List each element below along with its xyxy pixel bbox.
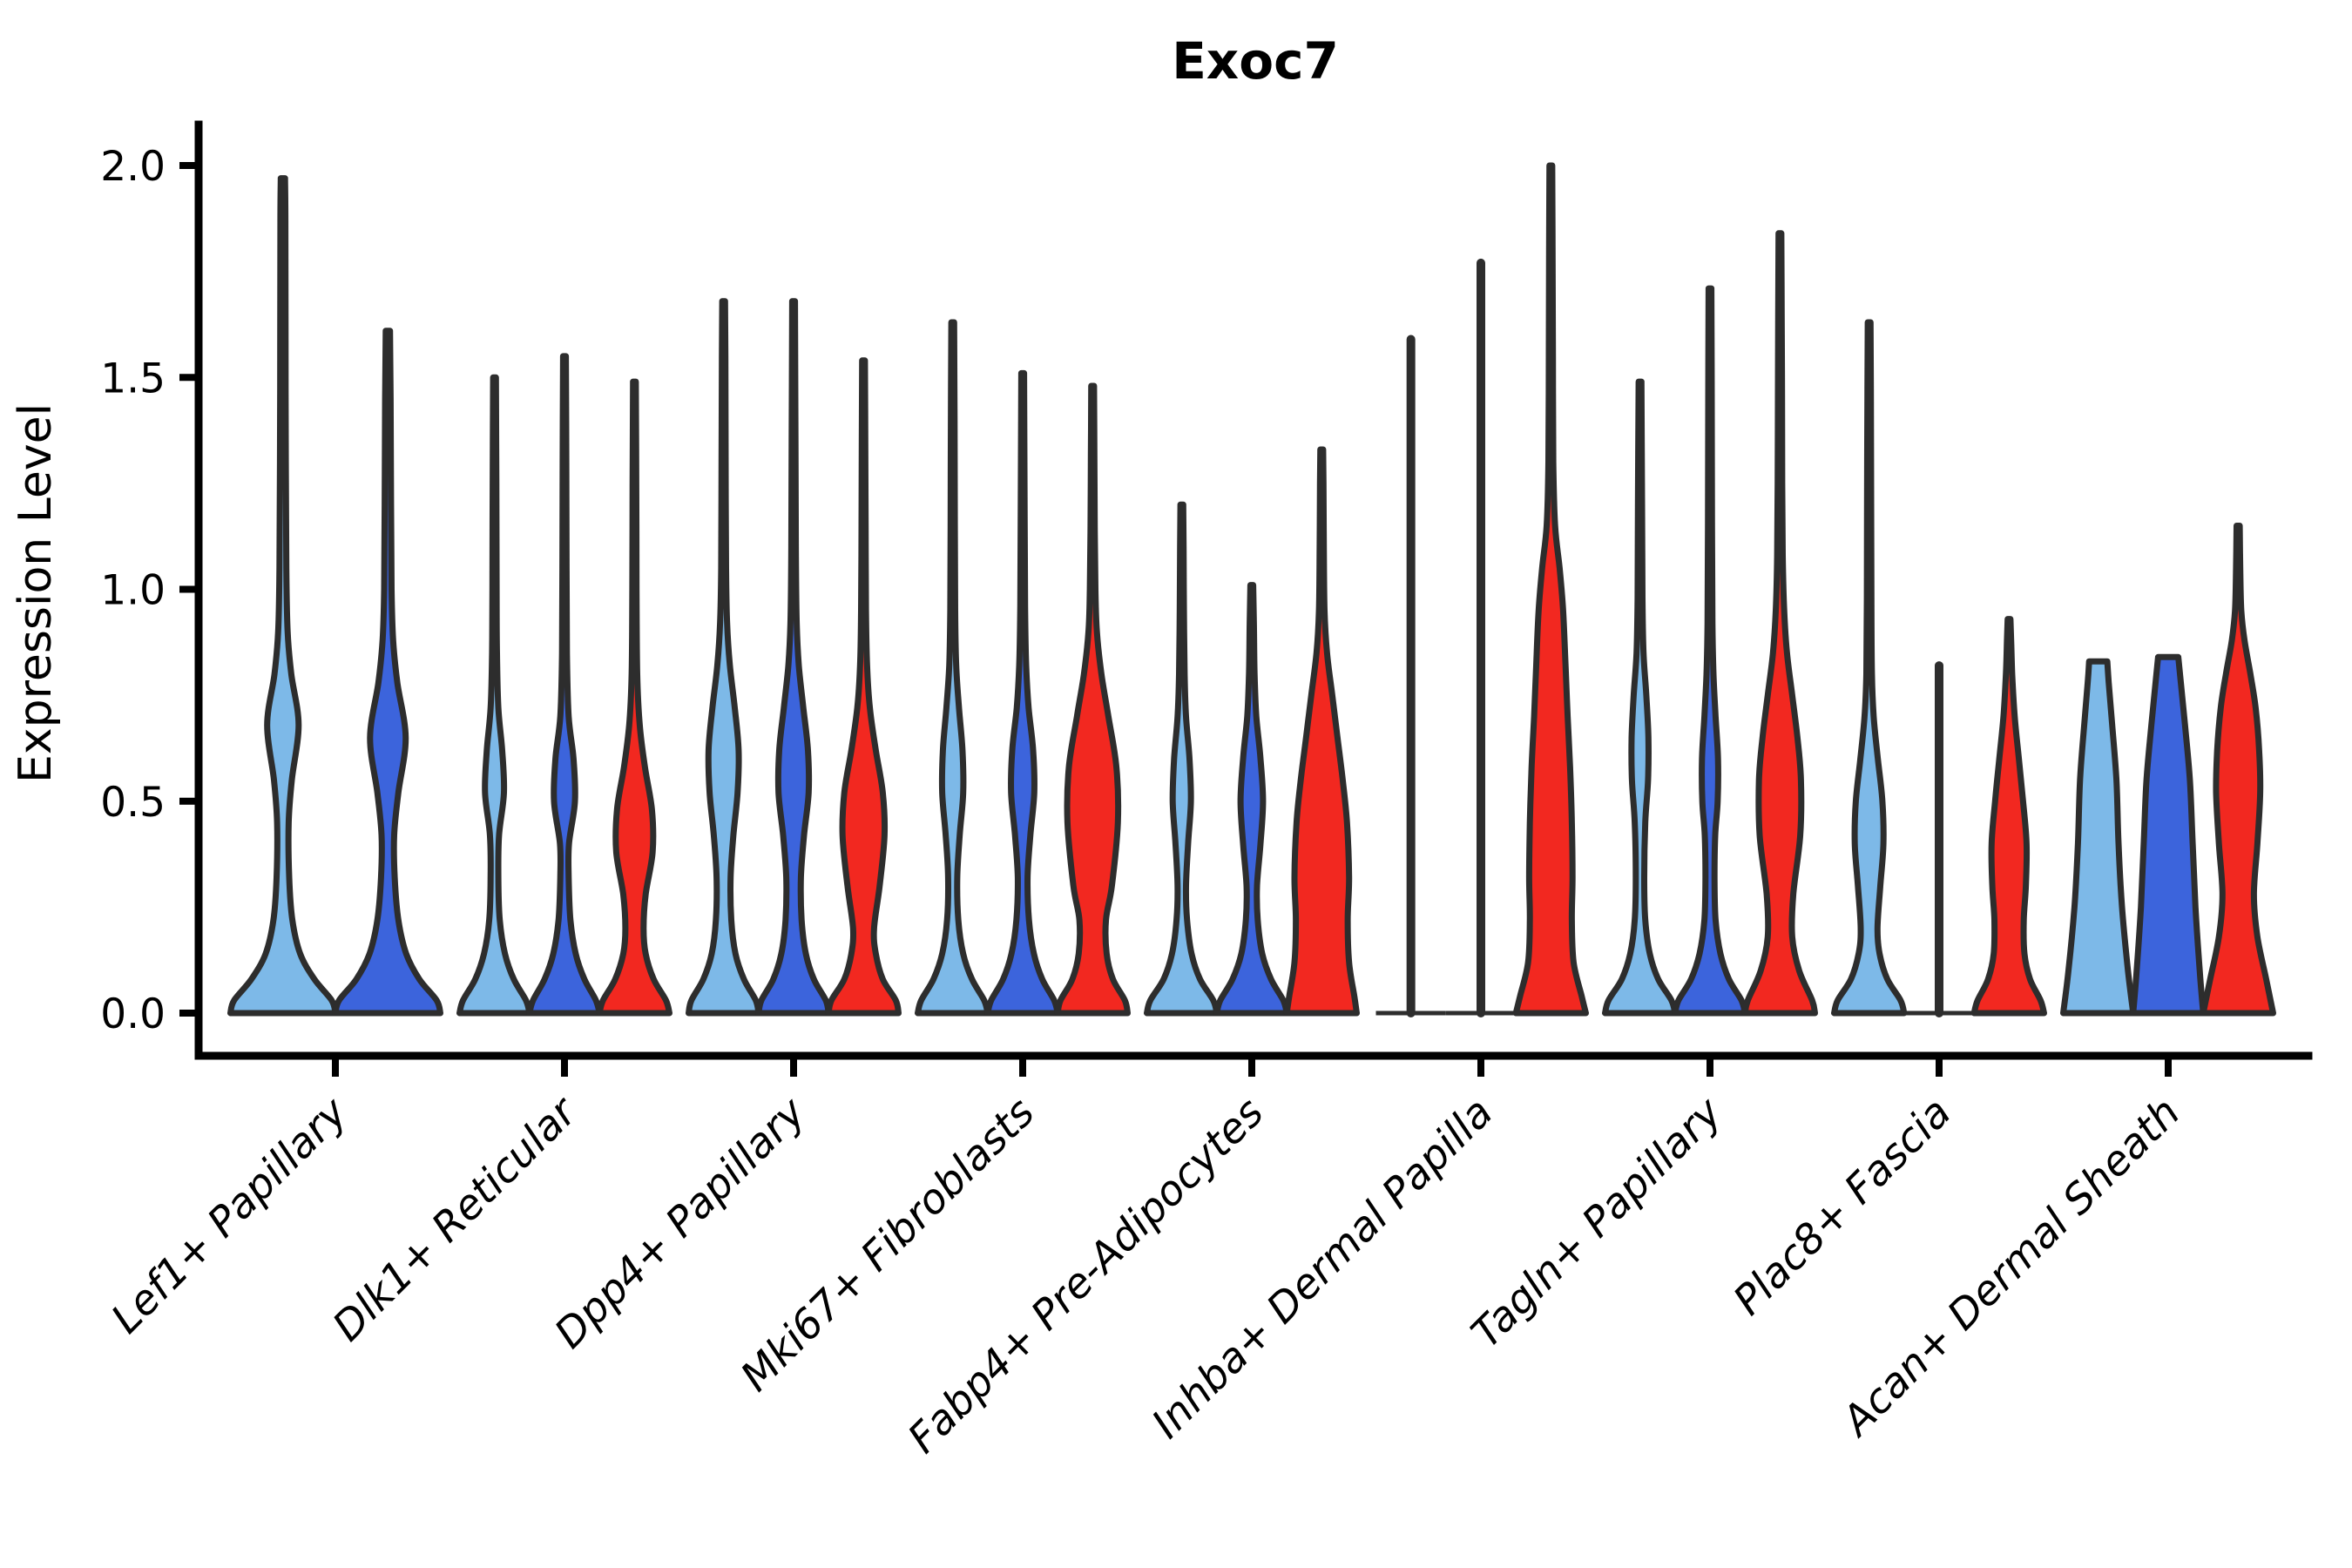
x-axis-category-label: Tagln+ Papillary (1463, 1088, 1733, 1358)
y-tick-label: 0.0 (100, 990, 166, 1038)
violin-fabp4-pre-adipocytes-lightblue (1144, 501, 1220, 1017)
violin-mki67-fibroblasts-lightblue (915, 319, 991, 1017)
violin-tagln-papillary-red (1741, 230, 1818, 1017)
violin-acan-dermal-sheath-darkblue (2130, 653, 2207, 1017)
y-axis-label: Expression Level (10, 403, 62, 783)
violin-acan-dermal-sheath-red (2200, 523, 2276, 1017)
violin-fabp4-pre-adipocytes-darkblue (1213, 582, 1290, 1017)
violin-inhba-dermal-papilla-red (1512, 162, 1589, 1017)
violin-group-lef1-papillary (227, 175, 443, 1017)
violin-lef1-papillary-darkblue (332, 328, 443, 1017)
y-tick-label: 2.0 (100, 143, 166, 191)
violin-dlk1-reticular-red (596, 378, 672, 1017)
violin-group-inhba-dermal-papilla (1375, 162, 1589, 1017)
violin-mki67-fibroblasts-darkblue (984, 369, 1061, 1017)
violin-fabp4-pre-adipocytes-red (1283, 446, 1360, 1017)
x-axis-category-label: Dpp4+ Papillary (545, 1088, 815, 1358)
y-tick-label: 1.0 (100, 567, 166, 615)
y-tick-label: 0.5 (100, 779, 166, 827)
violin-plac8-fascia-lightblue (1831, 319, 1908, 1017)
violin-group-fabp4-pre-adipocytes (1144, 446, 1360, 1017)
violin-group-dlk1-reticular (456, 353, 672, 1017)
violin-group-mki67-fibroblasts (915, 319, 1131, 1017)
axes (194, 120, 2313, 1060)
x-axis-category-label: Lef1+ Papillary (102, 1088, 357, 1343)
y-tick-labels: 0.0 0.5 1.0 1.5 2.0 (100, 143, 199, 1038)
violin-group-plac8-fascia (1831, 319, 2047, 1017)
violin-dpp4-papillary-red (825, 357, 902, 1017)
violin-acan-dermal-sheath-lightblue (2060, 658, 2137, 1017)
violin-dpp4-papillary-lightblue (686, 298, 762, 1017)
violins-layer (227, 162, 2276, 1017)
violin-lef1-papillary-lightblue (227, 175, 339, 1017)
violin-group-dpp4-papillary (686, 298, 902, 1017)
chart-title: Exoc7 (1172, 31, 1339, 91)
violin-mki67-fibroblasts-red (1054, 382, 1131, 1017)
violin-group-acan-dermal-sheath (2060, 523, 2276, 1017)
axis-spines (194, 120, 2313, 1060)
violin-dpp4-papillary-darkblue (755, 298, 832, 1017)
violin-plac8-fascia-red (1970, 616, 2047, 1017)
violin-group-tagln-papillary (1602, 230, 1818, 1017)
violin-dlk1-reticular-lightblue (456, 374, 533, 1017)
violin-dlk1-reticular-darkblue (526, 353, 603, 1017)
violin-tagln-papillary-lightblue (1602, 378, 1679, 1017)
violin-tagln-papillary-darkblue (1672, 285, 1748, 1017)
x-axis-category-label: Plac8+ Fascia (1724, 1089, 1960, 1325)
y-tick-label: 1.5 (100, 355, 166, 402)
x-axis-category-label: Dlk1+ Reticular (324, 1087, 588, 1351)
